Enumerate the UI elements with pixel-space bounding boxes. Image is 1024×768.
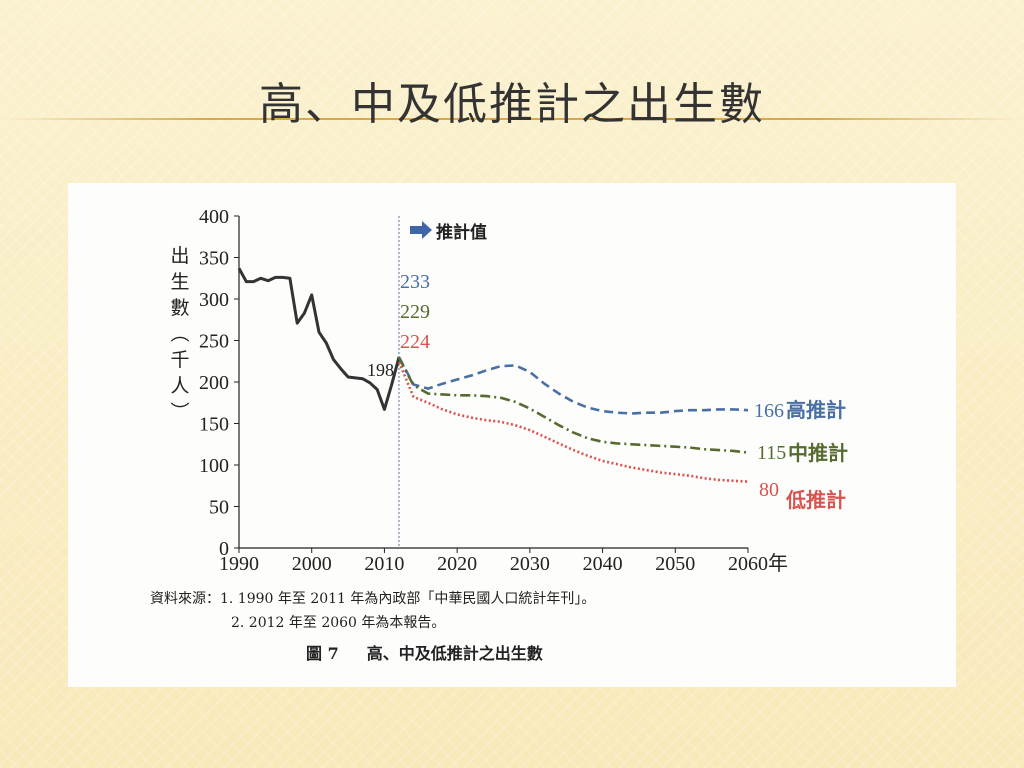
end-value-label-high: 166 — [754, 400, 784, 422]
source-label: 資料來源： — [150, 591, 220, 607]
end-value-label-low: 80 — [759, 479, 779, 501]
x-tick-label: 2040 — [583, 553, 623, 575]
source-note-line1: 資料來源：1. 1990 年至 2011 年為內政部「中華民國人口統計年刊」。 — [150, 588, 595, 608]
figure-number: 圖 7 — [306, 644, 339, 663]
source-line1: 1. 1990 年至 2011 年為內政部「中華民國人口統計年刊」。 — [220, 591, 596, 607]
x-tick-label: 2050 — [655, 553, 695, 575]
series-line-high — [397, 356, 749, 415]
y-tick-label: 200 — [199, 372, 229, 394]
x-tick-label: 2020 — [437, 553, 477, 575]
y-tick-label: 150 — [199, 414, 229, 436]
start-value-label-high: 233 — [400, 271, 430, 293]
series-name-label-high: 高推計 — [786, 398, 846, 422]
y-axis-label-char: 生 — [170, 271, 189, 293]
y-tick-label: 400 — [199, 206, 229, 228]
projection-label: 推計值 — [436, 222, 487, 242]
figure-caption: 圖 7 高、中及低推計之出生數 — [306, 640, 571, 664]
y-axis-label-char: （ — [168, 323, 190, 342]
title-underline — [0, 118, 1024, 120]
series-name-label-low: 低推計 — [785, 488, 846, 512]
x-tick-label: 2010 — [364, 553, 404, 575]
y-axis-label-char: 人 — [170, 375, 189, 397]
y-tick-label: 300 — [199, 289, 229, 311]
start-value-label-low: 224 — [400, 331, 430, 353]
end-value-label-medium: 115 — [757, 442, 786, 464]
x-tick-label: 2000 — [292, 553, 332, 575]
x-tick-label: 2060 — [728, 553, 768, 575]
series-line-medium — [397, 357, 749, 454]
source-note-line2: 2. 2012 年至 2060 年為本報告。 — [231, 615, 446, 631]
y-tick-label: 50 — [209, 497, 229, 519]
y-tick-label: 0 — [219, 538, 229, 560]
x-tick-label: 1990 — [219, 553, 259, 575]
x-axis-unit: 年 — [768, 552, 788, 575]
figure-caption-text: 高、中及低推計之出生數 — [366, 644, 543, 663]
series-line-low — [397, 361, 749, 483]
start-value-label-medium: 229 — [400, 301, 430, 323]
y-axis-label-char: 出 — [170, 245, 189, 267]
series-name-label-medium: 中推計 — [788, 441, 848, 465]
y-tick-label: 250 — [199, 331, 229, 353]
y-axis-label-char: ） — [168, 401, 190, 420]
y-tick-label: 100 — [199, 455, 229, 477]
y-axis-label-char: 千 — [170, 349, 189, 371]
y-tick-label: 350 — [199, 248, 229, 270]
x-tick-label: 2030 — [510, 553, 550, 575]
series-line-historical — [237, 267, 401, 411]
projection-year-label: 198 — [367, 360, 394, 380]
projection-arrow-icon — [410, 221, 432, 239]
scanned-figure — [68, 183, 956, 687]
slide-title: 高、中及低推計之出生數 — [259, 79, 765, 130]
y-axis-label-char: 數 — [170, 297, 189, 319]
